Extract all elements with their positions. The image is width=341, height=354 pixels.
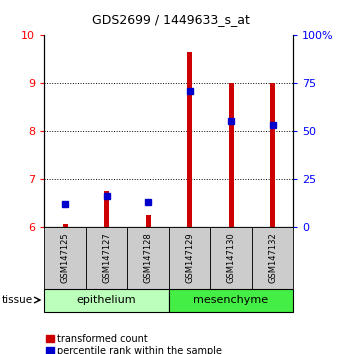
- Bar: [270, 83, 275, 227]
- Bar: [187, 52, 192, 227]
- Text: GSM147129: GSM147129: [185, 232, 194, 283]
- Text: GSM147130: GSM147130: [226, 232, 236, 283]
- Text: GSM147127: GSM147127: [102, 232, 111, 283]
- Text: GSM147125: GSM147125: [61, 232, 70, 283]
- Text: mesenchyme: mesenchyme: [193, 295, 269, 305]
- Bar: [169, 227, 210, 289]
- Bar: [63, 224, 68, 227]
- Bar: [228, 83, 234, 227]
- Bar: [169, 289, 293, 312]
- Bar: [104, 191, 109, 227]
- Bar: [127, 227, 169, 289]
- Bar: [146, 215, 150, 227]
- Bar: [44, 227, 86, 289]
- Bar: [86, 227, 127, 289]
- Legend: transformed count, percentile rank within the sample: transformed count, percentile rank withi…: [46, 334, 222, 354]
- Text: GSM147132: GSM147132: [268, 232, 277, 283]
- Bar: [210, 227, 252, 289]
- Bar: [44, 289, 169, 312]
- Text: GDS2699 / 1449633_s_at: GDS2699 / 1449633_s_at: [92, 13, 249, 26]
- Bar: [252, 227, 293, 289]
- Text: epithelium: epithelium: [77, 295, 136, 305]
- Text: GSM147128: GSM147128: [144, 232, 152, 283]
- Text: tissue: tissue: [2, 295, 33, 305]
